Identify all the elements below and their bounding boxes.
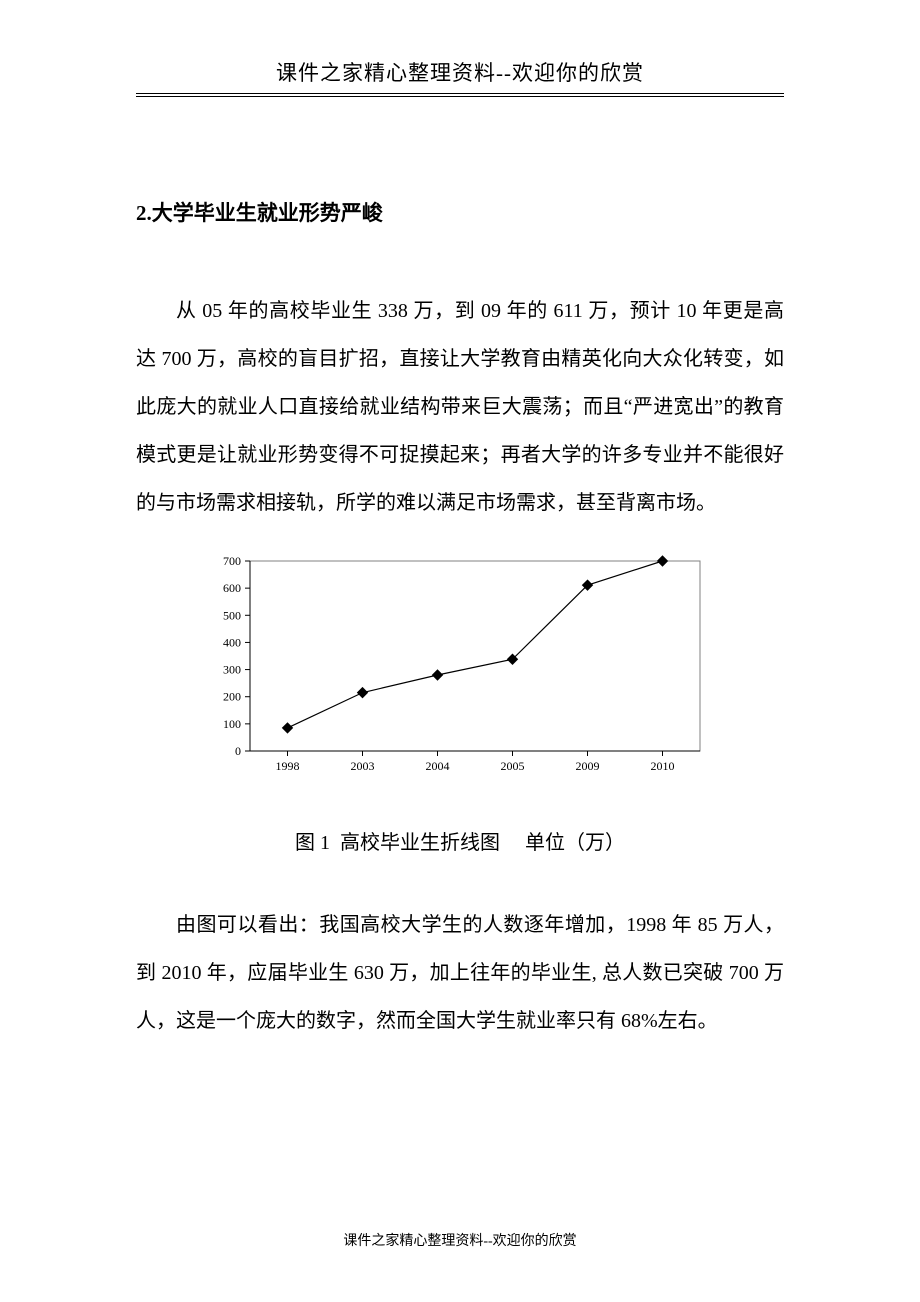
header-rule [136,93,784,97]
page-footer: 课件之家精心整理资料--欢迎你的欣赏 [0,1230,920,1250]
section-heading: 2.大学毕业生就业形势严峻 [136,197,784,227]
svg-text:2009: 2009 [576,759,600,773]
svg-text:2005: 2005 [501,759,525,773]
section-number: 2. [136,201,152,225]
svg-text:0: 0 [235,744,241,758]
document-page: 课件之家精心整理资料--欢迎你的欣赏 2.大学毕业生就业形势严峻 从 05 年的… [0,0,920,1302]
page-header-title: 课件之家精心整理资料--欢迎你的欣赏 [136,57,784,87]
svg-text:600: 600 [223,581,241,595]
svg-text:100: 100 [223,717,241,731]
svg-text:300: 300 [223,663,241,677]
figure-title: 高校毕业生折线图 [340,832,500,854]
figure-unit: 单位（万） [525,832,625,854]
svg-text:400: 400 [223,635,241,649]
svg-text:1998: 1998 [276,759,300,773]
svg-text:500: 500 [223,608,241,622]
svg-text:700: 700 [223,554,241,568]
body-paragraph-1: 从 05 年的高校毕业生 338 万，到 09 年的 611 万，预计 10 年… [136,287,784,527]
svg-text:2010: 2010 [651,759,675,773]
figure-caption: 图 1 高校毕业生折线图 单位（万） [136,826,784,855]
line-chart: 0 100 200 300 400 500 600 700 1998 2003 2004 2005 20… [200,551,720,796]
body-paragraph-2: 由图可以看出：我国高校大学生的人数逐年增加，1998 年 85 万人，到 201… [136,901,784,1045]
svg-text:200: 200 [223,690,241,704]
figure-label: 图 1 [295,832,330,854]
svg-text:2004: 2004 [426,759,450,773]
section-title: 大学毕业生就业形势严峻 [152,201,383,225]
svg-text:2003: 2003 [351,759,375,773]
chart-svg: 0 100 200 300 400 500 600 700 1998 2003 2004 2005 20… [200,551,720,791]
